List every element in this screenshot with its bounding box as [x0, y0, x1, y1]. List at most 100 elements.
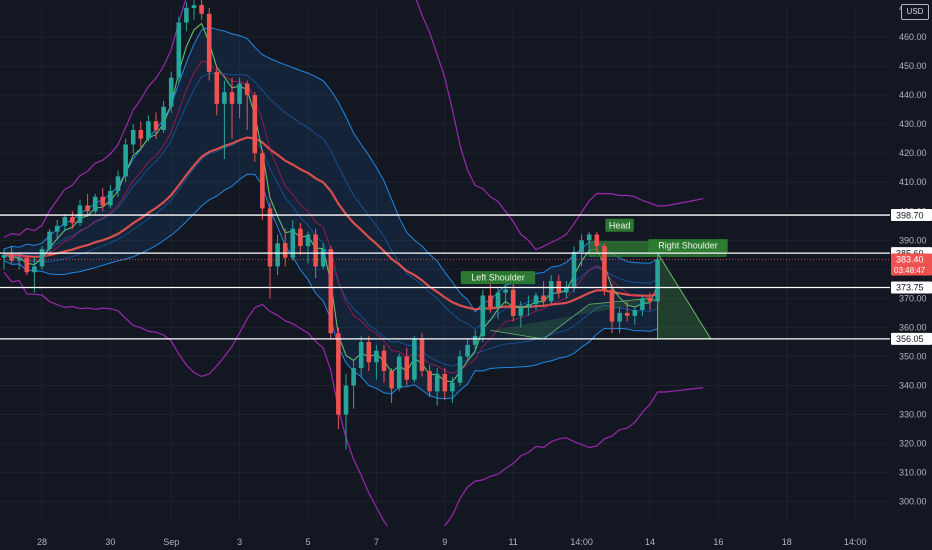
candle-body — [153, 121, 159, 130]
candle — [586, 231, 592, 252]
candle — [457, 350, 463, 386]
candle — [343, 373, 349, 450]
y-tick-label: 440.00 — [899, 90, 927, 100]
candle — [396, 353, 402, 392]
candle — [237, 77, 242, 119]
candle-body — [168, 77, 174, 107]
y-tick-label: 330.00 — [899, 410, 927, 420]
x-tick-label: 7 — [374, 537, 379, 547]
envelope-upper-inner-line — [3, 72, 658, 331]
candle-body — [617, 312, 622, 322]
candle — [510, 283, 516, 322]
candle-body — [404, 356, 410, 380]
candle-body — [343, 385, 349, 415]
candle — [184, 2, 189, 32]
time-axis[interactable]: 28 30 Sep 3 5 7 9 11 14:00 14 16 18 14:00 — [0, 526, 932, 550]
candle-body — [54, 225, 60, 232]
y-tick-label: 420.00 — [899, 148, 927, 158]
candle-body — [206, 13, 212, 72]
axis-last-price-label: 383.40 — [896, 255, 924, 265]
candle-body — [24, 257, 30, 273]
candle-body — [16, 257, 22, 261]
candle — [655, 251, 660, 305]
candle — [647, 292, 653, 311]
candle-body — [70, 217, 75, 223]
candle-body — [108, 190, 113, 206]
candle-body — [366, 341, 372, 363]
candle — [404, 347, 410, 386]
candle — [366, 336, 372, 371]
x-tick-label: 16 — [713, 537, 723, 547]
candle — [260, 150, 265, 220]
candle — [290, 219, 296, 261]
candle-body — [564, 286, 569, 293]
candle-body — [427, 370, 432, 392]
candle-body — [229, 92, 235, 104]
candle — [191, 0, 197, 20]
y-tick-label: 430.00 — [899, 119, 927, 129]
candle-body — [130, 129, 136, 145]
candle — [602, 243, 607, 296]
candle — [32, 257, 37, 293]
candle — [503, 280, 508, 305]
candle — [267, 202, 273, 299]
candle — [472, 330, 478, 351]
candle — [138, 121, 144, 148]
candle — [176, 16, 182, 84]
x-tick-label: 14:00 — [570, 537, 593, 547]
candle-body — [298, 228, 303, 247]
candle-body — [191, 5, 197, 8]
x-tick-label: 11 — [509, 537, 518, 547]
candle — [161, 100, 166, 133]
annotation-left-shoulder: Left Shoulder — [460, 271, 536, 285]
candle-body — [495, 292, 501, 308]
candle-body — [396, 356, 402, 389]
currency-badge[interactable]: USD — [901, 4, 929, 20]
y-tick-label: 320.00 — [899, 439, 927, 449]
candle-body — [389, 370, 394, 389]
candle — [100, 188, 106, 212]
candle-body — [488, 295, 493, 308]
candle — [123, 138, 128, 183]
time-axis-bg — [0, 526, 932, 550]
candle — [70, 211, 75, 229]
candle-body — [609, 289, 615, 322]
candle-body — [556, 280, 562, 293]
axis-level-box — [891, 332, 932, 345]
candle-body — [434, 373, 440, 392]
candle-body — [123, 144, 128, 177]
candle-body — [472, 336, 478, 345]
candle-body — [161, 106, 166, 130]
candle — [108, 185, 113, 209]
y-tick-label: 360.00 — [899, 322, 927, 332]
axis-last-price-box — [891, 253, 932, 276]
candle — [427, 365, 432, 398]
candle-body — [32, 266, 37, 273]
candle-body — [62, 217, 68, 226]
candle — [465, 339, 470, 360]
candle — [624, 301, 630, 322]
candle-body — [328, 249, 334, 334]
price-axis[interactable]: 300.00 310.00 320.00 330.00 340.00 350.00 360.… — [890, 0, 932, 550]
candle-body — [571, 251, 577, 287]
annotation-box — [648, 239, 728, 253]
candle-body — [655, 259, 660, 302]
candle-body — [640, 298, 645, 311]
candle-body — [442, 373, 448, 392]
candle-body — [252, 95, 258, 154]
candle — [518, 301, 524, 328]
x-tick-label: 14 — [645, 537, 655, 547]
axis-level-label: 398.70 — [896, 210, 924, 220]
x-tick-label: 30 — [105, 537, 115, 547]
candle — [252, 92, 258, 162]
x-tick-label: 14:00 — [844, 537, 867, 547]
annotation-box — [460, 271, 536, 285]
candle — [617, 307, 622, 334]
candle — [548, 275, 554, 305]
annotation-box — [605, 218, 634, 232]
candle — [328, 246, 334, 340]
candle-body — [214, 71, 220, 104]
candle — [168, 71, 174, 113]
candle — [92, 193, 98, 215]
